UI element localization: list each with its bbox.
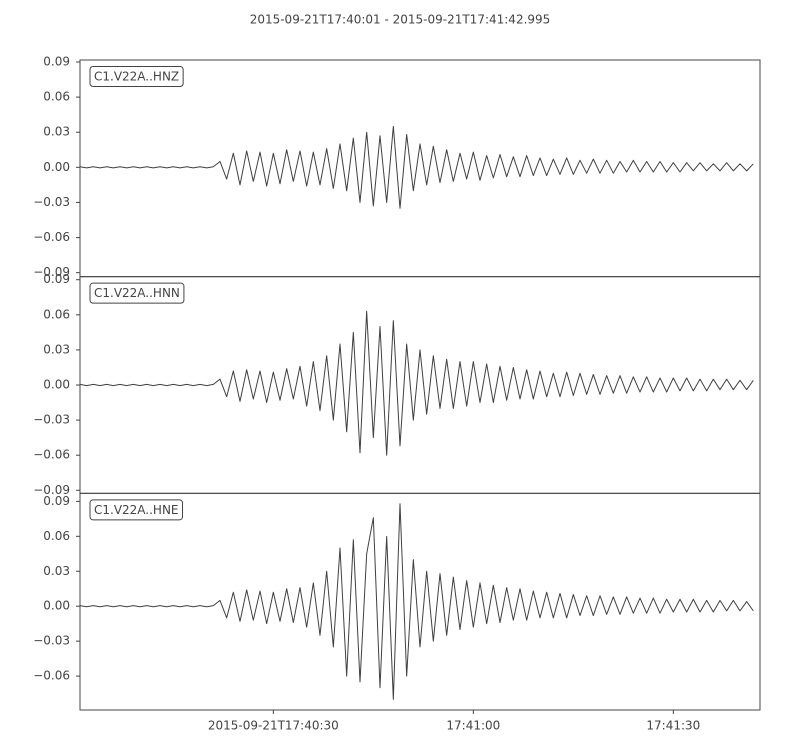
y-tick-label: 0.09	[43, 494, 70, 508]
y-tick-label: 0.06	[43, 90, 70, 104]
y-tick-label: 0.00	[43, 599, 70, 613]
trace-label: C1.V22A..HNN	[94, 286, 180, 300]
y-tick-label: 0.09	[43, 54, 70, 68]
x-tick-label: 17:41:00	[446, 719, 500, 733]
chart-title: 2015-09-21T17:40:01 - 2015-09-21T17:41:4…	[250, 13, 551, 27]
y-tick-label: −0.06	[33, 230, 70, 244]
trace-label-box	[89, 282, 185, 304]
trace-label-box	[89, 499, 184, 521]
y-tick-label: −0.03	[33, 634, 70, 648]
y-tick-label: −0.09	[33, 265, 70, 279]
y-tick-label: 0.06	[43, 529, 70, 543]
y-tick-label: 0.00	[43, 378, 70, 392]
trace-label: C1.V22A..HNZ	[94, 70, 179, 84]
y-tick-label: −0.06	[33, 669, 70, 683]
waveform	[79, 310, 754, 456]
panel-frame	[79, 492, 761, 711]
panel-frame	[79, 59, 761, 278]
y-tick-label: 0.03	[43, 342, 70, 356]
y-tick-label: −0.03	[33, 195, 70, 209]
y-tick-label: 0.06	[43, 307, 70, 321]
y-tick-label: 0.03	[43, 564, 70, 578]
y-tick-label: −0.09	[33, 483, 70, 497]
x-tick-label: 17:41:30	[646, 719, 700, 733]
y-tick-label: 0.03	[43, 125, 70, 139]
trace-label-box	[89, 66, 184, 87]
x-tick-label: 2015-09-21T17:40:30	[208, 719, 339, 733]
y-tick-label: −0.03	[33, 413, 70, 427]
y-tick-label: −0.06	[33, 448, 70, 462]
waveform	[79, 503, 754, 700]
trace-label: C1.V22A..HNE	[94, 503, 179, 517]
y-tick-label: 0.00	[43, 160, 70, 174]
y-tick-label: 0.09	[43, 272, 70, 286]
waveform	[79, 125, 754, 209]
